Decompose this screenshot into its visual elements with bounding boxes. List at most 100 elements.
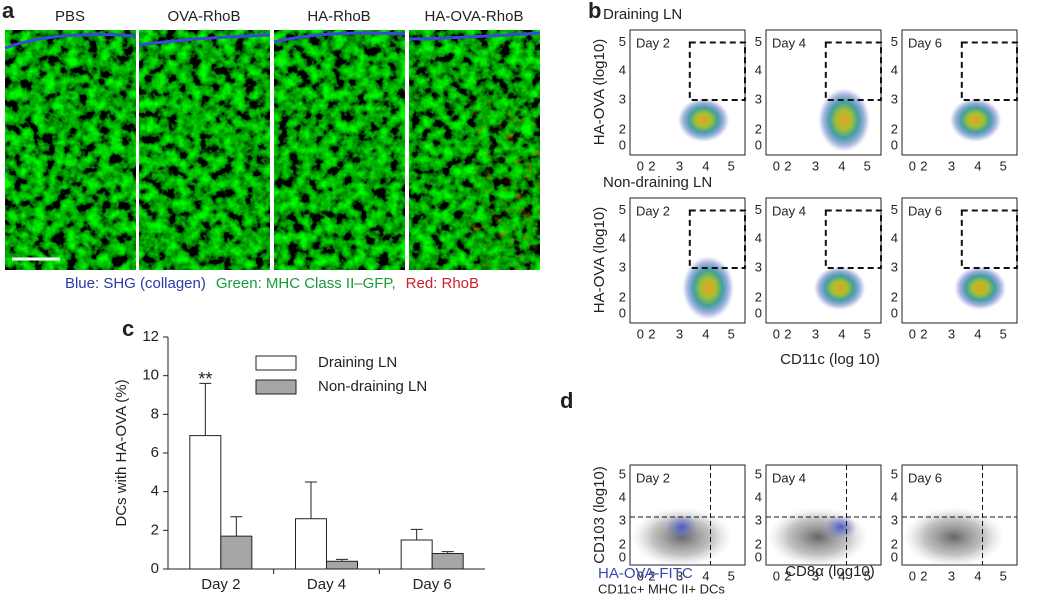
y-tick-label: 3 — [891, 91, 898, 106]
error-bar — [199, 382, 212, 436]
y-axis-label: HA-OVA (log10) — [591, 39, 608, 145]
y-tick-label: 12 — [142, 328, 159, 345]
y-tick-label: 3 — [755, 512, 762, 527]
row-title: Draining LN — [603, 6, 682, 23]
y-tick-label: 5 — [891, 202, 898, 217]
caption-part: Blue: SHG (collagen) — [65, 275, 206, 292]
collagen-edge — [4, 33, 137, 50]
x-tick-label: 4 — [838, 158, 845, 173]
y-tick-label: 5 — [891, 34, 898, 49]
y-tick-label: 4 — [891, 489, 898, 504]
legend-label: Draining LN — [318, 354, 397, 371]
density-cloud — [813, 266, 866, 310]
y-tick-label: 0 — [891, 138, 898, 153]
row-title: Non-draining LN — [603, 174, 712, 191]
day-label: Day 4 — [772, 203, 806, 218]
micrograph-signal — [274, 30, 405, 270]
legend-label: Non-draining LN — [318, 378, 427, 395]
y-tick-label: 3 — [755, 91, 762, 106]
y-tick-label: 3 — [619, 512, 626, 527]
density-cloud — [677, 98, 730, 142]
bar — [220, 535, 253, 570]
fitc-cloud — [665, 515, 698, 539]
x-tick-label: 5 — [1000, 326, 1007, 341]
caption-part: Red: RhoB — [406, 275, 479, 292]
y-tick-label: 4 — [619, 231, 626, 246]
x-tick-label: 0 — [637, 568, 644, 583]
day-label: Day 6 — [908, 470, 942, 485]
y-tick-label: 3 — [891, 512, 898, 527]
bar — [431, 553, 464, 570]
x-tick-label: 2 — [648, 158, 655, 173]
y-tick-label: 2 — [619, 121, 626, 136]
y-axis-label: DCs with HA-OVA (%) — [113, 379, 130, 526]
gate — [960, 209, 1018, 269]
day-label: Day 2 — [636, 35, 670, 50]
collagen-edge — [138, 33, 271, 47]
y-tick-label: 8 — [151, 405, 159, 422]
x-tick-label: 2 — [784, 568, 791, 583]
y-tick-label: 0 — [891, 549, 898, 564]
image-label: PBS — [55, 8, 85, 25]
x-tick-label: 2 — [920, 326, 927, 341]
x-tick-label: 5 — [864, 568, 871, 583]
day-label: Day 4 — [772, 470, 806, 485]
y-tick-label: 5 — [619, 466, 626, 481]
x-tick-label: 2 — [920, 568, 927, 583]
y-tick-label: 2 — [891, 289, 898, 304]
y-tick-label: 5 — [755, 34, 762, 49]
panel-letter: d — [560, 388, 573, 413]
legend-swatch — [255, 379, 297, 395]
x-tick-label: 0 — [909, 326, 916, 341]
y-axis-label: CD103 (log10) — [591, 466, 608, 564]
image-label: HA-RhoB — [307, 8, 370, 25]
x-tick-label: 3 — [948, 568, 955, 583]
y-tick-label: 4 — [619, 63, 626, 78]
x-tick-label: Day 2 — [201, 576, 240, 593]
x-tick-label: 4 — [838, 568, 845, 583]
image-label: OVA-RhoB — [167, 8, 240, 25]
error-bar — [230, 516, 243, 537]
bar — [189, 435, 222, 570]
y-tick-label: 5 — [619, 34, 626, 49]
x-tick-label: 4 — [702, 568, 709, 583]
annotation: ** — [198, 369, 212, 389]
micrograph-signal — [139, 30, 270, 270]
legend-fitc: HA-OVA-FITC — [598, 565, 693, 582]
x-tick-label: 0 — [637, 158, 644, 173]
x-tick-label: Day 6 — [413, 576, 452, 593]
y-tick-label: 4 — [755, 63, 762, 78]
y-tick-label: 2 — [755, 536, 762, 551]
y-tick-label: 2 — [151, 521, 159, 538]
x-tick-label: 5 — [864, 326, 871, 341]
gate — [824, 209, 882, 269]
x-tick-label: 3 — [948, 326, 955, 341]
y-tick-label: 2 — [755, 289, 762, 304]
y-tick-label: 3 — [619, 259, 626, 274]
y-tick-label: 10 — [142, 367, 159, 384]
y-tick-label: 4 — [891, 63, 898, 78]
x-tick-label: 4 — [974, 326, 981, 341]
y-tick-label: 2 — [755, 121, 762, 136]
y-tick-label: 0 — [619, 549, 626, 564]
x-tick-label: 3 — [812, 326, 819, 341]
x-tick-label: 2 — [784, 158, 791, 173]
error-bar — [441, 551, 454, 554]
legend-swatch — [255, 355, 297, 371]
x-tick-label: 4 — [702, 326, 709, 341]
density-cloud — [954, 266, 1007, 310]
density-cloud — [767, 507, 868, 567]
y-tick-label: 4 — [755, 231, 762, 246]
density-cloud — [818, 88, 871, 152]
bar — [326, 560, 358, 570]
y-tick-label: 3 — [619, 91, 626, 106]
legend-cells: CD11c+ MHC II+ DCs — [598, 581, 725, 596]
x-tick-label: 0 — [909, 158, 916, 173]
gate — [688, 41, 746, 101]
gate — [824, 41, 882, 101]
day-label: Day 6 — [908, 35, 942, 50]
x-tick-label: 4 — [974, 158, 981, 173]
y-tick-label: 5 — [619, 202, 626, 217]
error-bar — [305, 481, 317, 519]
